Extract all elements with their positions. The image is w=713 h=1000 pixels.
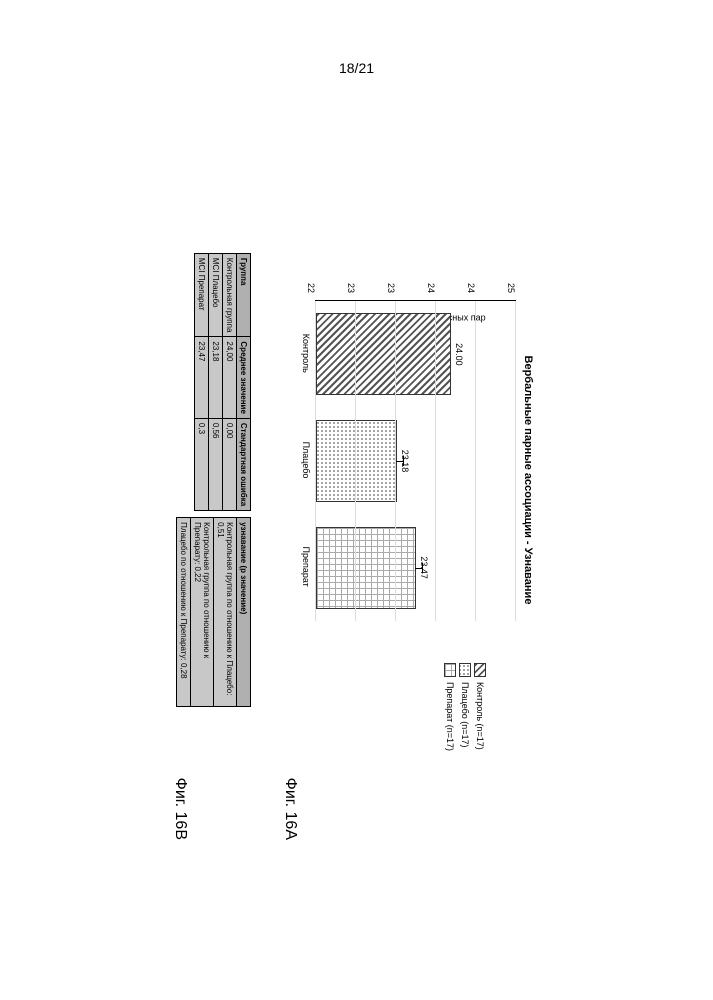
legend-swatch-placebo xyxy=(459,663,471,677)
legend-swatch-drug xyxy=(444,663,456,677)
x-label: Плацебо xyxy=(301,420,311,500)
col-header: узнавание (p значение) xyxy=(237,518,251,707)
chart-legend: Контроль (n=17) Плацебо (n=17) Препарат … xyxy=(441,663,486,751)
col-header: Группа xyxy=(237,253,251,337)
col-header: Среднее значение xyxy=(237,337,251,419)
col-header: Стандартная ошибка xyxy=(237,418,251,510)
legend-item: Контроль (n=17) xyxy=(474,663,486,751)
x-label: Препарат xyxy=(301,527,311,607)
chart-16a: Вербальные парные ассоциации - Узнавание… xyxy=(301,270,534,690)
legend-item: Препарат (n=17) xyxy=(444,663,456,751)
table-row: MCI Препарат 23,47 0,3 xyxy=(195,253,209,510)
stats-table: Группа Среднее значение Стандартная ошиб… xyxy=(194,253,251,511)
cell: 23,18 xyxy=(209,337,223,419)
figure-content: Вербальные парные ассоциации - Узнавание… xyxy=(176,140,534,820)
cell: Контрольная группа по отношению к Плацеб… xyxy=(214,518,237,707)
cell: 23,47 xyxy=(195,337,209,419)
legend-label: Контроль (n=17) xyxy=(475,682,485,750)
table-row: Контрольная группа по отношению к Плацеб… xyxy=(214,518,237,707)
cell: Контрольная группа xyxy=(223,253,237,337)
bar: 23.47 xyxy=(316,527,416,609)
table-row: Контрольная группа по отношению к Препар… xyxy=(191,518,214,707)
page-number: 18/21 xyxy=(339,60,374,76)
cell: MCI Препарат xyxy=(195,253,209,337)
cell: 0,3 xyxy=(195,418,209,510)
x-axis-labels: Контроль Плацебо Препарат xyxy=(301,300,311,620)
bar: 24.00 xyxy=(316,313,451,395)
legend-label: Препарат (n=17) xyxy=(445,682,455,751)
table-row: MCI Плацебо 23,18 0,56 xyxy=(209,253,223,510)
table-header-row: узнавание (p значение) xyxy=(237,518,251,707)
cell: Контрольная группа по отношению к Препар… xyxy=(191,518,214,707)
bar: 23.18 xyxy=(316,420,397,502)
legend-label: Плацебо (n=17) xyxy=(460,682,470,748)
figure-label-16a: Фиг. 16A xyxy=(281,778,299,840)
bar-group: 24.00 23.18 23.47 xyxy=(316,301,516,621)
cell: Плацебо по отношению к Препарату: 0,28 xyxy=(177,518,191,707)
figure-label-16b: Фиг. 16B xyxy=(171,778,189,840)
chart-title: Вербальные парные ассоциации - Узнавание xyxy=(522,270,534,690)
cell: 0,56 xyxy=(209,418,223,510)
cell: 24,00 xyxy=(223,337,237,419)
legend-swatch-control xyxy=(474,663,486,677)
table-row: Контрольная группа 24,00 0,00 xyxy=(223,253,237,510)
table-16b: Группа Среднее значение Стандартная ошиб… xyxy=(176,140,251,820)
x-label: Контроль xyxy=(301,313,311,393)
table-header-row: Группа Среднее значение Стандартная ошиб… xyxy=(237,253,251,510)
cell: MCI Плацебо xyxy=(209,253,223,337)
chart-plot-area: 24.0023.1823.47 Контроль (n=17) Плацебо … xyxy=(315,300,516,621)
cell: 0,00 xyxy=(223,418,237,510)
legend-item: Плацебо (n=17) xyxy=(459,663,471,751)
pvalue-table: узнавание (p значение) Контрольная групп… xyxy=(176,517,251,707)
table-row: Плацебо по отношению к Препарату: 0,28 xyxy=(177,518,191,707)
bar-value-label: 24.00 xyxy=(454,314,464,394)
